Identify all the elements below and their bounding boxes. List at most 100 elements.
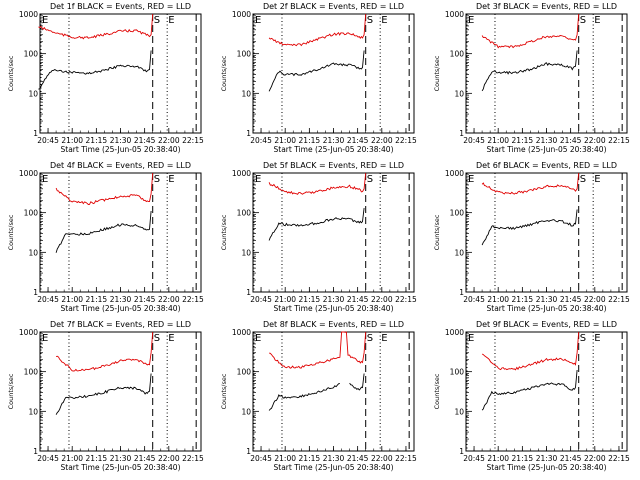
x-tick-label: 21:45 <box>560 454 582 463</box>
y-tick-label: 1 <box>33 447 38 456</box>
x-axis-label: Start Time (25-Jun-05 20:38:40) <box>274 304 394 313</box>
x-tick-label: 21:15 <box>512 454 534 463</box>
x-tick-label: 21:00 <box>274 295 296 304</box>
y-tick-label: 100 <box>24 50 39 59</box>
event-marker-label: E <box>255 333 261 344</box>
x-tick-label: 22:00 <box>371 136 393 145</box>
y-tick-label: 1000 <box>445 10 464 19</box>
y-tick-label: 100 <box>450 209 465 218</box>
y-tick-label: 1000 <box>445 328 464 337</box>
y-tick-label: 1000 <box>19 169 38 178</box>
y-tick-label: 1 <box>33 288 38 297</box>
x-tick-label: 21:00 <box>61 295 83 304</box>
event-marker-label: E <box>255 174 261 185</box>
y-tick-label: 1 <box>246 447 251 456</box>
chart-panel-1: Det 1f BLACK = Events, RED = LLD 1 10 100 10… <box>7 2 204 154</box>
event-marker-label: E <box>468 174 474 185</box>
y-tick-label: 100 <box>450 368 465 377</box>
events-series-line <box>55 210 152 253</box>
event-marker-label: S <box>580 174 586 185</box>
event-marker-label: S <box>367 174 373 185</box>
x-tick-label: 22:15 <box>608 454 630 463</box>
x-tick-label: 22:15 <box>395 295 417 304</box>
x-tick-label: 21:15 <box>86 454 108 463</box>
y-tick-label: 1000 <box>232 328 251 337</box>
y-tick-label: 10 <box>28 407 38 416</box>
chart-panel-6: Det 6f BLACK = Events, RED = LLD 1 10 100 10… <box>433 161 630 313</box>
event-marker-label: S <box>154 174 160 185</box>
x-tick-label: 22:00 <box>584 454 606 463</box>
x-tick-label: 22:00 <box>158 295 180 304</box>
x-tick-label: 22:00 <box>371 454 393 463</box>
x-tick-label: 21:45 <box>134 136 156 145</box>
x-tick-label: 22:00 <box>158 136 180 145</box>
y-tick-label: 1000 <box>19 328 38 337</box>
y-tick-label: 1000 <box>445 169 464 178</box>
x-tick-label: 20:45 <box>250 295 272 304</box>
x-tick-label: 22:15 <box>608 295 630 304</box>
chart-panel-9: Det 9f BLACK = Events, RED = LLD 1 10 100 10… <box>433 320 630 472</box>
x-tick-label: 20:45 <box>37 136 59 145</box>
chart-title: Det 9f BLACK = Events, RED = LLD <box>476 320 617 329</box>
y-tick-label: 1 <box>459 129 464 138</box>
lld-series-line <box>481 172 580 195</box>
y-tick-label: 10 <box>241 89 251 98</box>
plot-frame <box>252 331 415 452</box>
y-tick-label: 100 <box>237 368 252 377</box>
x-tick-label: 22:15 <box>608 136 630 145</box>
y-tick-label: 100 <box>450 50 465 59</box>
event-marker-label: S <box>154 333 160 344</box>
x-tick-label: 21:15 <box>86 295 108 304</box>
events-series-line <box>481 50 578 92</box>
chart-title: Det 4f BLACK = Events, RED = LLD <box>50 161 191 170</box>
y-tick-label: 1 <box>459 288 464 297</box>
x-tick-label: 21:00 <box>61 136 83 145</box>
x-tick-label: 21:00 <box>274 136 296 145</box>
chart-panel-5: Det 5f BLACK = Events, RED = LLD 1 10 100 10… <box>220 161 417 313</box>
event-marker-label: E <box>468 15 474 26</box>
x-tick-label: 21:30 <box>110 454 132 463</box>
x-tick-label: 21:30 <box>536 454 558 463</box>
y-tick-label: 1000 <box>19 10 38 19</box>
plot-frame <box>465 331 628 452</box>
lld-series-line <box>269 331 367 369</box>
chart-title: Det 8f BLACK = Events, RED = LLD <box>263 320 404 329</box>
x-tick-label: 21:00 <box>487 454 509 463</box>
y-axis-label: Counts/sec <box>433 373 441 409</box>
x-tick-label: 21:30 <box>536 295 558 304</box>
y-tick-label: 1 <box>246 288 251 297</box>
x-tick-label: 21:30 <box>323 136 345 145</box>
x-axis-label: Start Time (25-Jun-05 20:38:40) <box>61 463 181 472</box>
event-marker-label: E <box>594 174 600 185</box>
y-axis-label: Counts/sec <box>7 373 15 409</box>
x-tick-label: 21:15 <box>299 295 321 304</box>
chart-panel-2: Det 2f BLACK = Events, RED = LLD 1 10 100 10… <box>220 2 417 154</box>
event-marker-label: S <box>580 333 586 344</box>
x-tick-label: 22:00 <box>584 136 606 145</box>
x-tick-label: 21:45 <box>560 295 582 304</box>
plot-frame <box>39 172 202 293</box>
chart-title: Det 2f BLACK = Events, RED = LLD <box>263 2 404 11</box>
x-tick-label: 20:45 <box>463 136 485 145</box>
plot-frame <box>39 331 202 452</box>
y-tick-label: 100 <box>237 50 252 59</box>
x-tick-label: 21:00 <box>487 136 509 145</box>
events-series-line <box>38 50 152 90</box>
x-tick-label: 21:30 <box>110 295 132 304</box>
y-tick-label: 10 <box>241 248 251 257</box>
event-marker-label: E <box>168 15 174 26</box>
y-tick-label: 10 <box>454 248 464 257</box>
x-axis-label: Start Time (25-Jun-05 20:38:40) <box>487 145 607 154</box>
x-tick-label: 22:15 <box>395 454 417 463</box>
x-tick-label: 21:00 <box>274 454 296 463</box>
plot-frame <box>465 172 628 293</box>
events-series-line <box>481 209 578 246</box>
x-tick-label: 20:45 <box>250 454 272 463</box>
chart-title: Det 3f BLACK = Events, RED = LLD <box>476 2 617 11</box>
lld-series-line <box>38 13 154 40</box>
events-series-line <box>481 369 578 411</box>
x-axis-label: Start Time (25-Jun-05 20:38:40) <box>61 304 181 313</box>
chart-title: Det 6f BLACK = Events, RED = LLD <box>476 161 617 170</box>
y-tick-label: 100 <box>237 209 252 218</box>
y-tick-label: 100 <box>24 209 39 218</box>
